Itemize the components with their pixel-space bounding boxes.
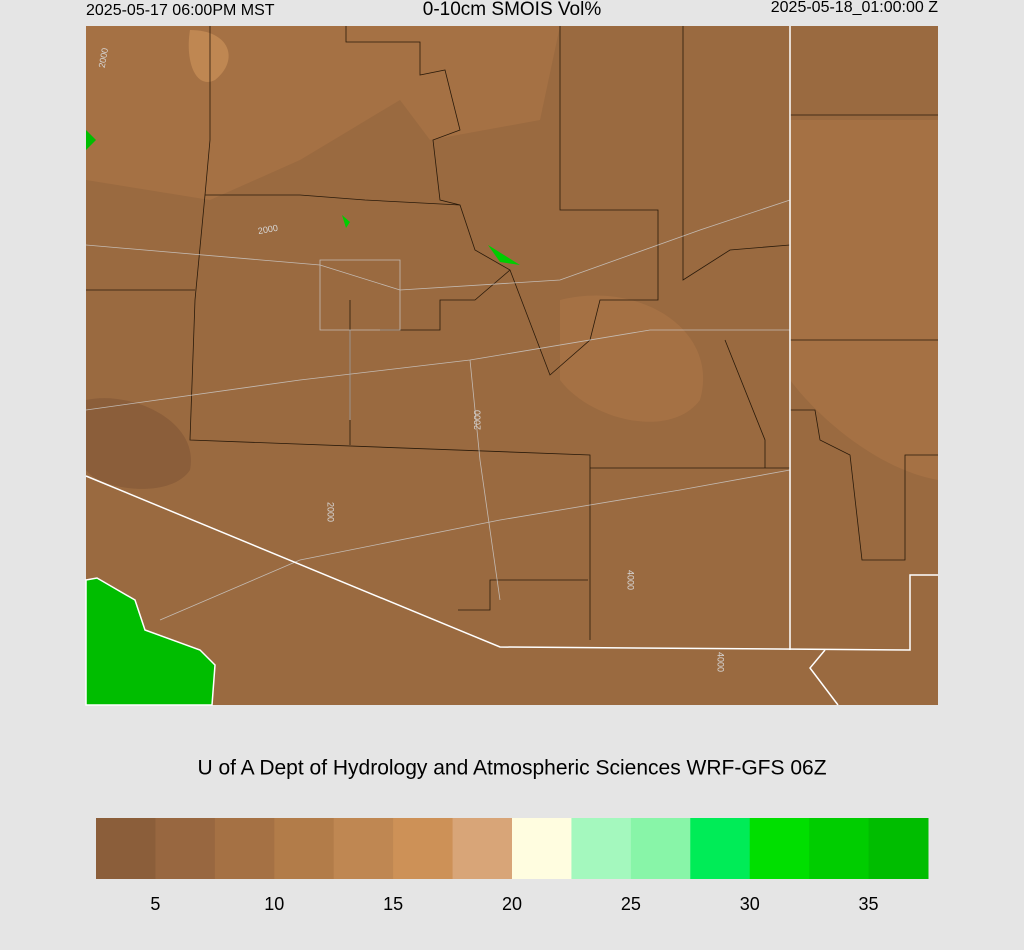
color-bin <box>155 818 216 879</box>
color-bin <box>690 818 751 879</box>
color-bin <box>512 818 572 879</box>
colorbar-tick-label: 25 <box>621 894 641 914</box>
color-bin <box>96 818 156 879</box>
colorbar-tick-label: 10 <box>264 894 284 914</box>
valid-local-time: 2025-05-17 06:00PM MST <box>86 2 275 19</box>
contour-label: 2000 <box>97 47 110 68</box>
color-bin <box>393 818 454 879</box>
colorbar-tick-label: 15 <box>383 894 403 914</box>
credit: U of A Dept of Hydrology and Atmospheric… <box>197 757 826 780</box>
colorbar-tick-label: 5 <box>150 894 160 914</box>
moist-region <box>790 120 938 480</box>
state-border <box>789 26 839 706</box>
colorbar-tick-label: 35 <box>859 894 879 914</box>
contour-label: 2000 <box>257 223 278 236</box>
moist-region <box>560 295 704 422</box>
border <box>85 475 938 651</box>
moist-area <box>85 577 216 706</box>
color-bin <box>809 818 870 879</box>
contour-label: 2000 <box>472 410 482 430</box>
map: 2000 2000 2000 2000 4000 4000 <box>85 26 938 706</box>
moist-region <box>188 30 229 82</box>
color-bin <box>274 818 335 879</box>
color-bin <box>214 818 275 879</box>
dry-region <box>86 398 191 489</box>
color-bin <box>571 818 632 879</box>
color-bin <box>333 818 394 879</box>
colorbar: 5 10 15 20 25 30 35 <box>96 818 929 914</box>
contour-label: 4000 <box>626 570 636 590</box>
roads <box>85 199 791 621</box>
colorbar-tick-label: 30 <box>740 894 760 914</box>
colorbar-tick-label: 20 <box>502 894 522 914</box>
county-lines <box>86 26 938 640</box>
contour-label: 4000 <box>716 652 726 672</box>
color-bin <box>630 818 691 879</box>
color-bin <box>868 818 929 879</box>
color-bin <box>749 818 810 879</box>
valid-utc-time: 2025-05-18_01:00:00 Z <box>771 0 938 16</box>
moist-area <box>342 215 350 228</box>
map-title: 0-10cm SMOIS Vol% <box>423 0 602 20</box>
contour-label: 2000 <box>326 502 336 522</box>
color-bin <box>452 818 513 879</box>
moist-area <box>86 130 96 150</box>
moist-area <box>488 245 520 265</box>
